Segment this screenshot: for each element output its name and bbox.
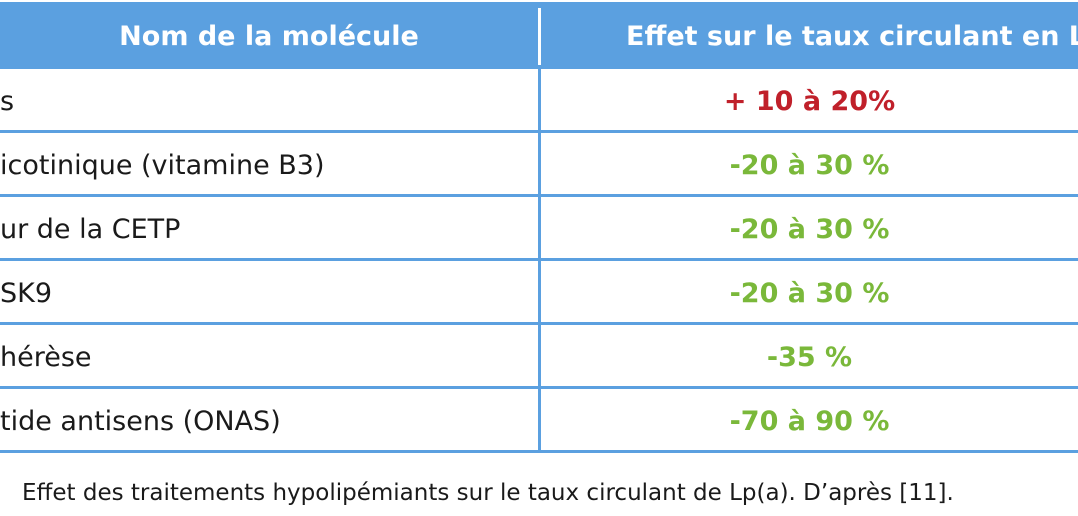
table-header: Nom de la molécule Effet sur le taux cir… bbox=[0, 2, 1078, 69]
column-divider bbox=[538, 261, 541, 322]
row-molecule-name: ur de la CETP bbox=[0, 214, 181, 245]
row-effect-value: -20 à 30 % bbox=[729, 214, 890, 245]
row-molecule-name: SK9 bbox=[0, 278, 53, 309]
table-row: hérèse -35 % bbox=[0, 325, 1078, 389]
table-row: s + 10 à 20% bbox=[0, 69, 1078, 133]
row-effect-value: + 10 à 20% bbox=[723, 86, 896, 117]
column-divider bbox=[538, 325, 541, 386]
row-molecule-name: s bbox=[0, 86, 15, 117]
row-effect-value: -20 à 30 % bbox=[729, 150, 890, 181]
column-divider bbox=[538, 133, 541, 194]
treatment-effect-table: Nom de la molécule Effet sur le taux cir… bbox=[0, 2, 1078, 453]
column-divider bbox=[538, 197, 541, 258]
column-divider bbox=[538, 389, 541, 450]
header-effect: Effet sur le taux circulant en Lp( bbox=[626, 21, 1078, 52]
table-row: icotinique (vitamine B3) -20 à 30 % bbox=[0, 133, 1078, 197]
header-divider bbox=[538, 8, 541, 65]
row-molecule-name: hérèse bbox=[0, 342, 92, 373]
row-molecule-name: tide antisens (ONAS) bbox=[0, 406, 281, 437]
row-molecule-name: icotinique (vitamine B3) bbox=[0, 150, 325, 181]
column-divider bbox=[538, 69, 541, 130]
row-effect-value: -35 % bbox=[766, 342, 853, 373]
header-molecule-name: Nom de la molécule bbox=[119, 21, 419, 52]
row-effect-value: -70 à 90 % bbox=[729, 406, 890, 437]
table-row: ur de la CETP -20 à 30 % bbox=[0, 197, 1078, 261]
table-caption: Effet des traitements hypolipémiants sur… bbox=[22, 480, 954, 506]
table-row: SK9 -20 à 30 % bbox=[0, 261, 1078, 325]
row-effect-value: -20 à 30 % bbox=[729, 278, 890, 309]
table-row: tide antisens (ONAS) -70 à 90 % bbox=[0, 389, 1078, 453]
